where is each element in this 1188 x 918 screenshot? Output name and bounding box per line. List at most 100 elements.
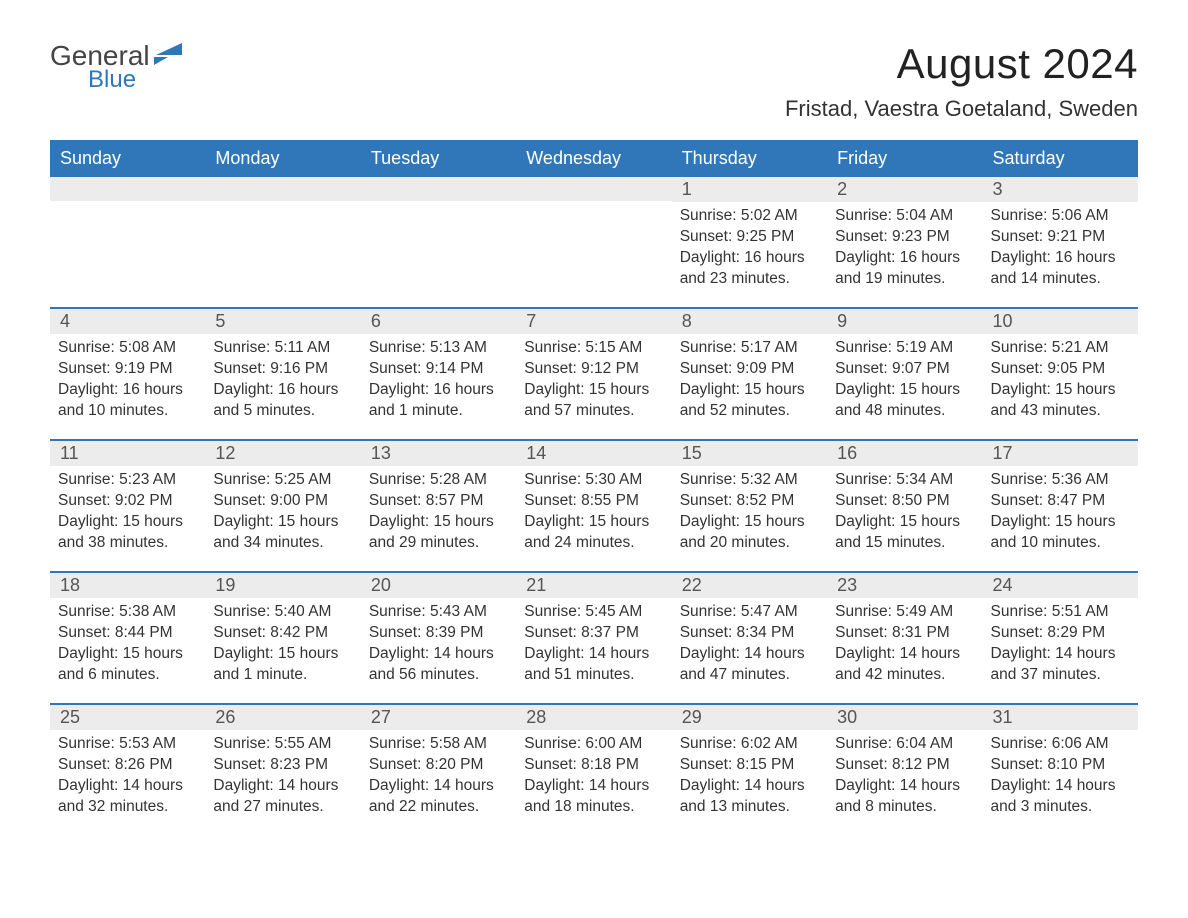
daylight-line: Daylight: 15 hours and 43 minutes. — [991, 380, 1130, 422]
day-number: 12 — [205, 441, 360, 466]
day-number: 6 — [361, 309, 516, 334]
week-row: 4Sunrise: 5:08 AMSunset: 9:19 PMDaylight… — [50, 308, 1138, 440]
dow-header: Saturday — [983, 141, 1138, 176]
day-body: Sunrise: 5:34 AMSunset: 8:50 PMDaylight:… — [827, 466, 982, 562]
sunrise-line: Sunrise: 6:04 AM — [835, 734, 974, 755]
sunrise-line: Sunrise: 5:08 AM — [58, 338, 197, 359]
day-cell: 9Sunrise: 5:19 AMSunset: 9:07 PMDaylight… — [827, 308, 982, 440]
daylight-line: Daylight: 15 hours and 6 minutes. — [58, 644, 197, 686]
day-cell: 25Sunrise: 5:53 AMSunset: 8:26 PMDayligh… — [50, 704, 205, 836]
daylight-line: Daylight: 15 hours and 34 minutes. — [213, 512, 352, 554]
day-cell: 13Sunrise: 5:28 AMSunset: 8:57 PMDayligh… — [361, 440, 516, 572]
day-body: Sunrise: 5:36 AMSunset: 8:47 PMDaylight:… — [983, 466, 1138, 562]
day-number: 11 — [50, 441, 205, 466]
day-cell: 5Sunrise: 5:11 AMSunset: 9:16 PMDaylight… — [205, 308, 360, 440]
sunset-line: Sunset: 8:23 PM — [213, 755, 352, 776]
sunrise-line: Sunrise: 5:23 AM — [58, 470, 197, 491]
day-cell — [50, 176, 205, 308]
day-number: 4 — [50, 309, 205, 334]
daylight-line: Daylight: 14 hours and 37 minutes. — [991, 644, 1130, 686]
sunset-line: Sunset: 9:05 PM — [991, 359, 1130, 380]
day-number: 27 — [361, 705, 516, 730]
day-number: 1 — [672, 177, 827, 202]
sunrise-line: Sunrise: 5:49 AM — [835, 602, 974, 623]
location: Fristad, Vaestra Goetaland, Sweden — [785, 96, 1138, 122]
day-number: 21 — [516, 573, 671, 598]
day-body: Sunrise: 5:04 AMSunset: 9:23 PMDaylight:… — [827, 202, 982, 298]
sunset-line: Sunset: 9:07 PM — [835, 359, 974, 380]
day-cell: 18Sunrise: 5:38 AMSunset: 8:44 PMDayligh… — [50, 572, 205, 704]
dow-header: Wednesday — [516, 141, 671, 176]
day-body: Sunrise: 5:19 AMSunset: 9:07 PMDaylight:… — [827, 334, 982, 430]
day-body: Sunrise: 5:45 AMSunset: 8:37 PMDaylight:… — [516, 598, 671, 694]
sunset-line: Sunset: 9:23 PM — [835, 227, 974, 248]
sunrise-line: Sunrise: 5:38 AM — [58, 602, 197, 623]
sunset-line: Sunset: 8:20 PM — [369, 755, 508, 776]
day-cell: 12Sunrise: 5:25 AMSunset: 9:00 PMDayligh… — [205, 440, 360, 572]
daylight-line: Daylight: 15 hours and 10 minutes. — [991, 512, 1130, 554]
sunset-line: Sunset: 8:31 PM — [835, 623, 974, 644]
day-body: Sunrise: 5:21 AMSunset: 9:05 PMDaylight:… — [983, 334, 1138, 430]
sunrise-line: Sunrise: 5:17 AM — [680, 338, 819, 359]
flag-icon — [154, 43, 188, 70]
day-body: Sunrise: 5:58 AMSunset: 8:20 PMDaylight:… — [361, 730, 516, 826]
day-number: 8 — [672, 309, 827, 334]
sunrise-line: Sunrise: 5:13 AM — [369, 338, 508, 359]
sunset-line: Sunset: 9:25 PM — [680, 227, 819, 248]
dow-header: Sunday — [50, 141, 205, 176]
daylight-line: Daylight: 15 hours and 52 minutes. — [680, 380, 819, 422]
sunrise-line: Sunrise: 5:04 AM — [835, 206, 974, 227]
day-cell: 2Sunrise: 5:04 AMSunset: 9:23 PMDaylight… — [827, 176, 982, 308]
day-cell — [205, 176, 360, 308]
day-cell: 4Sunrise: 5:08 AMSunset: 9:19 PMDaylight… — [50, 308, 205, 440]
day-of-week-row: SundayMondayTuesdayWednesdayThursdayFrid… — [50, 141, 1138, 176]
sunrise-line: Sunrise: 5:30 AM — [524, 470, 663, 491]
week-row: 1Sunrise: 5:02 AMSunset: 9:25 PMDaylight… — [50, 176, 1138, 308]
sunset-line: Sunset: 8:34 PM — [680, 623, 819, 644]
day-cell: 27Sunrise: 5:58 AMSunset: 8:20 PMDayligh… — [361, 704, 516, 836]
day-number: 5 — [205, 309, 360, 334]
day-body: Sunrise: 5:11 AMSunset: 9:16 PMDaylight:… — [205, 334, 360, 430]
day-number: 2 — [827, 177, 982, 202]
daylight-line: Daylight: 15 hours and 29 minutes. — [369, 512, 508, 554]
day-cell: 19Sunrise: 5:40 AMSunset: 8:42 PMDayligh… — [205, 572, 360, 704]
day-cell: 3Sunrise: 5:06 AMSunset: 9:21 PMDaylight… — [983, 176, 1138, 308]
day-body: Sunrise: 5:43 AMSunset: 8:39 PMDaylight:… — [361, 598, 516, 694]
day-number: 23 — [827, 573, 982, 598]
sunset-line: Sunset: 9:14 PM — [369, 359, 508, 380]
sunrise-line: Sunrise: 5:34 AM — [835, 470, 974, 491]
day-cell: 24Sunrise: 5:51 AMSunset: 8:29 PMDayligh… — [983, 572, 1138, 704]
sunrise-line: Sunrise: 5:32 AM — [680, 470, 819, 491]
daylight-line: Daylight: 14 hours and 3 minutes. — [991, 776, 1130, 818]
daylight-line: Daylight: 16 hours and 5 minutes. — [213, 380, 352, 422]
daylight-line: Daylight: 16 hours and 23 minutes. — [680, 248, 819, 290]
day-body: Sunrise: 6:00 AMSunset: 8:18 PMDaylight:… — [516, 730, 671, 826]
day-cell: 1Sunrise: 5:02 AMSunset: 9:25 PMDaylight… — [672, 176, 827, 308]
day-cell: 8Sunrise: 5:17 AMSunset: 9:09 PMDaylight… — [672, 308, 827, 440]
dow-header: Monday — [205, 141, 360, 176]
dow-header: Thursday — [672, 141, 827, 176]
daylight-line: Daylight: 15 hours and 20 minutes. — [680, 512, 819, 554]
sunset-line: Sunset: 8:50 PM — [835, 491, 974, 512]
day-number: 17 — [983, 441, 1138, 466]
sunset-line: Sunset: 9:21 PM — [991, 227, 1130, 248]
sunrise-line: Sunrise: 5:15 AM — [524, 338, 663, 359]
sunrise-line: Sunrise: 5:21 AM — [991, 338, 1130, 359]
daylight-line: Daylight: 14 hours and 56 minutes. — [369, 644, 508, 686]
day-number: 9 — [827, 309, 982, 334]
daylight-line: Daylight: 14 hours and 42 minutes. — [835, 644, 974, 686]
day-body: Sunrise: 5:49 AMSunset: 8:31 PMDaylight:… — [827, 598, 982, 694]
daylight-line: Daylight: 14 hours and 18 minutes. — [524, 776, 663, 818]
day-body: Sunrise: 5:25 AMSunset: 9:00 PMDaylight:… — [205, 466, 360, 562]
day-number: 13 — [361, 441, 516, 466]
day-number: 24 — [983, 573, 1138, 598]
day-number: 19 — [205, 573, 360, 598]
day-cell: 10Sunrise: 5:21 AMSunset: 9:05 PMDayligh… — [983, 308, 1138, 440]
sunrise-line: Sunrise: 5:55 AM — [213, 734, 352, 755]
sunset-line: Sunset: 8:12 PM — [835, 755, 974, 776]
day-body: Sunrise: 5:17 AMSunset: 9:09 PMDaylight:… — [672, 334, 827, 430]
day-cell: 17Sunrise: 5:36 AMSunset: 8:47 PMDayligh… — [983, 440, 1138, 572]
daylight-line: Daylight: 15 hours and 48 minutes. — [835, 380, 974, 422]
week-row: 18Sunrise: 5:38 AMSunset: 8:44 PMDayligh… — [50, 572, 1138, 704]
day-body: Sunrise: 6:02 AMSunset: 8:15 PMDaylight:… — [672, 730, 827, 826]
